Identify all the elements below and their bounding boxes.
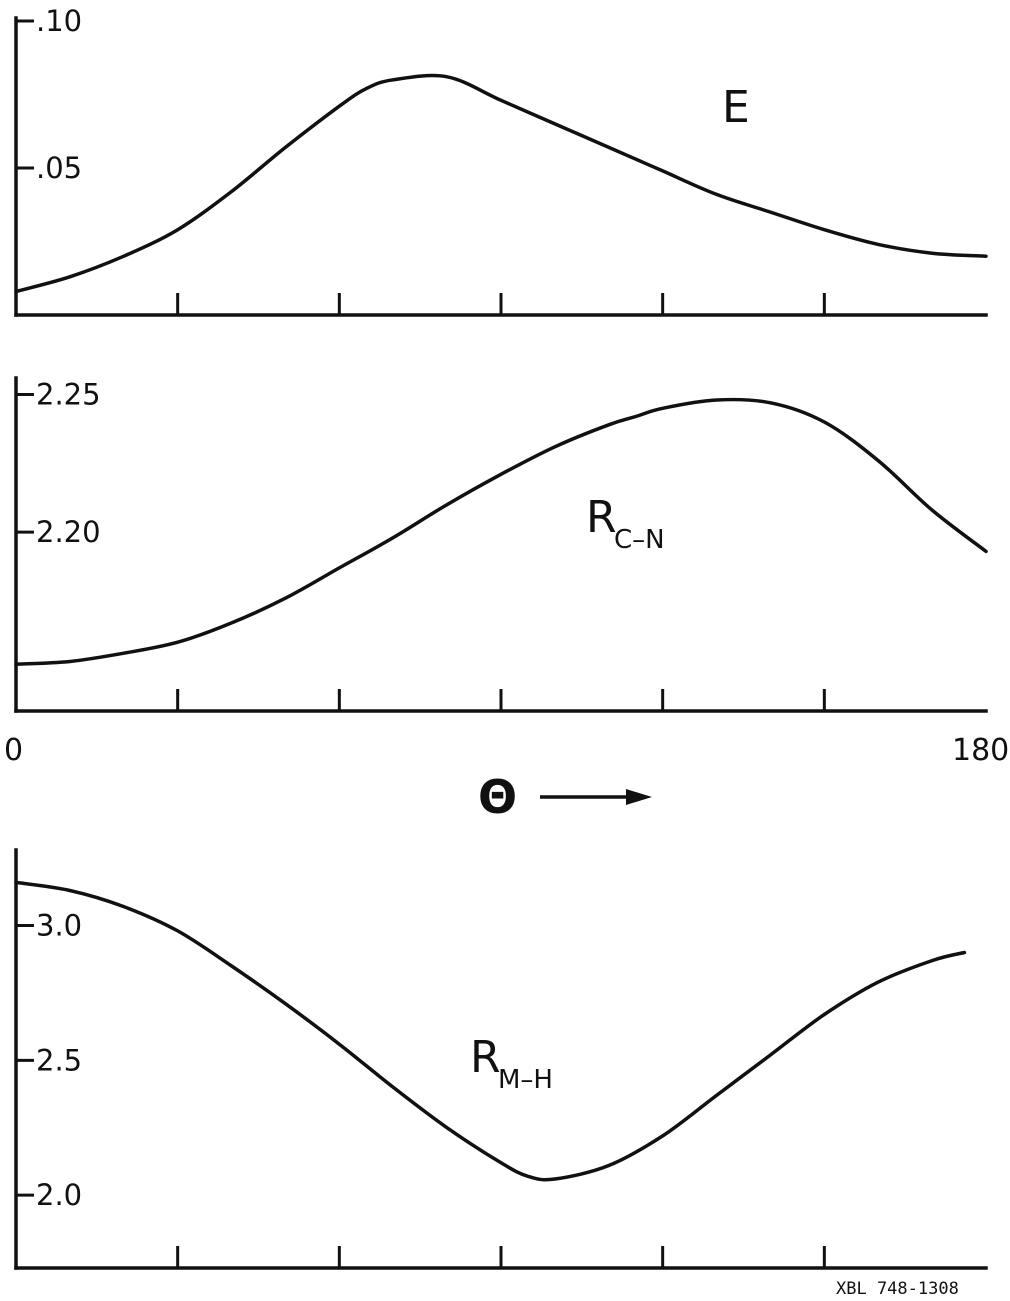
y-tick-label: 2.20 — [36, 515, 101, 549]
panel-energy: .10 .05 E — [14, 4, 988, 317]
series-label-main: E — [722, 82, 750, 133]
series-label-main: R — [470, 1032, 501, 1083]
y-tick-label: 3.0 — [36, 909, 82, 943]
figure-code-label: XBL 748-1308 — [836, 1279, 959, 1299]
data-curve — [14, 397, 988, 666]
y-tick-label: .10 — [36, 4, 82, 38]
panel-r-mh: 3.0 2.5 2.0 RM–H — [14, 848, 988, 1270]
y-tick-label: 2.25 — [36, 378, 101, 412]
data-curve — [14, 73, 988, 294]
x-axis-start-label: 0 — [4, 733, 23, 768]
x-axis-arrow-head — [626, 789, 652, 805]
y-tick-label: .05 — [36, 151, 82, 185]
x-axis-symbol: Θ — [478, 770, 517, 824]
series-label-main: R — [586, 492, 617, 543]
x-axis-end-label: 180 — [952, 733, 1009, 768]
series-label-subscript: C–N — [614, 525, 665, 555]
data-curve — [14, 880, 967, 1182]
panel-r-cn: 2.25 2.20 RC–N — [14, 376, 988, 713]
y-tick-label: 2.0 — [36, 1178, 82, 1212]
y-tick-label: 2.5 — [36, 1043, 82, 1077]
series-label-subscript: M–H — [498, 1065, 553, 1095]
